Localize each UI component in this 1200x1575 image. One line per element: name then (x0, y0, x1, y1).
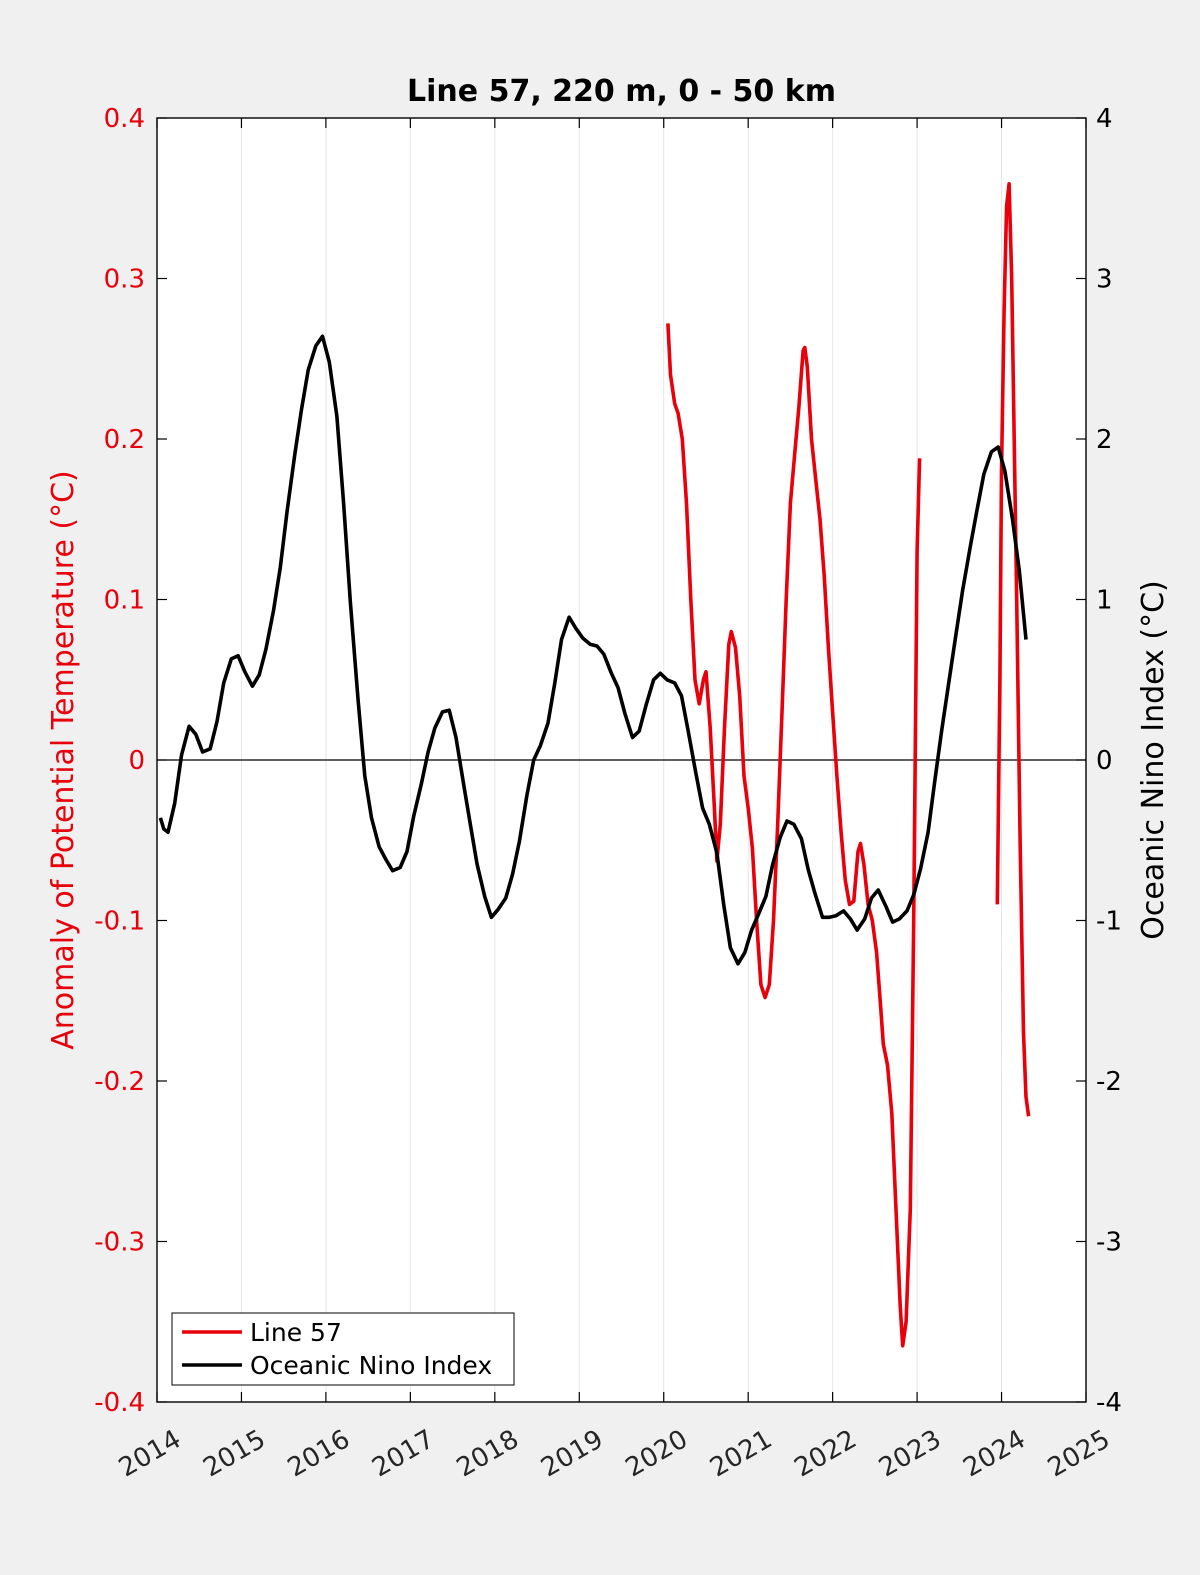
y-left-tick-label: -0.1 (94, 907, 145, 937)
y-right-tick-label: 3 (1096, 265, 1113, 295)
legend: Line 57 Oceanic Nino Index (171, 1312, 515, 1386)
y-right-tick-label: -1 (1096, 907, 1122, 937)
legend-label-oceanic-nino-index: Oceanic Nino Index (250, 1351, 492, 1380)
y-axis-left-label: Anomaly of Potential Temperature (°C) (46, 470, 81, 1049)
y-left-tick-label: 0.4 (104, 104, 145, 134)
y-right-tick-label: 4 (1096, 104, 1113, 134)
y-right-tick-label: 0 (1096, 746, 1113, 776)
y-left-tick-label: 0.1 (104, 586, 145, 616)
y-left-tick-label: -0.3 (94, 1228, 145, 1258)
chart-title: Line 57, 220 m, 0 - 50 km (407, 74, 836, 109)
legend-label-line-57: Line 57 (250, 1318, 342, 1347)
y-right-tick-label: -4 (1096, 1388, 1122, 1418)
y-right-tick-label: -3 (1096, 1228, 1122, 1258)
y-left-tick-label: 0.2 (104, 425, 145, 455)
y-right-tick-label: 1 (1096, 586, 1113, 616)
y-left-tick-label: 0 (128, 746, 145, 776)
legend-box (171, 1312, 515, 1386)
series-layer (158, 182, 1031, 1348)
series-line-oceanic-nino-index-segment-0 (158, 334, 1028, 966)
y-left-tick-label: -0.4 (94, 1388, 145, 1418)
y-right-tick-label: -2 (1096, 1067, 1122, 1097)
series-line-line-57-segment-1 (995, 182, 1031, 1117)
series-line-line-57-segment-0 (666, 323, 922, 1348)
y-right-tick-label: 2 (1096, 425, 1113, 455)
y-axis-right-label: Oceanic Nino Index (°C) (1136, 580, 1171, 940)
y-left-tick-label: 0.3 (104, 265, 145, 295)
y-left-tick-label: -0.2 (94, 1067, 145, 1097)
